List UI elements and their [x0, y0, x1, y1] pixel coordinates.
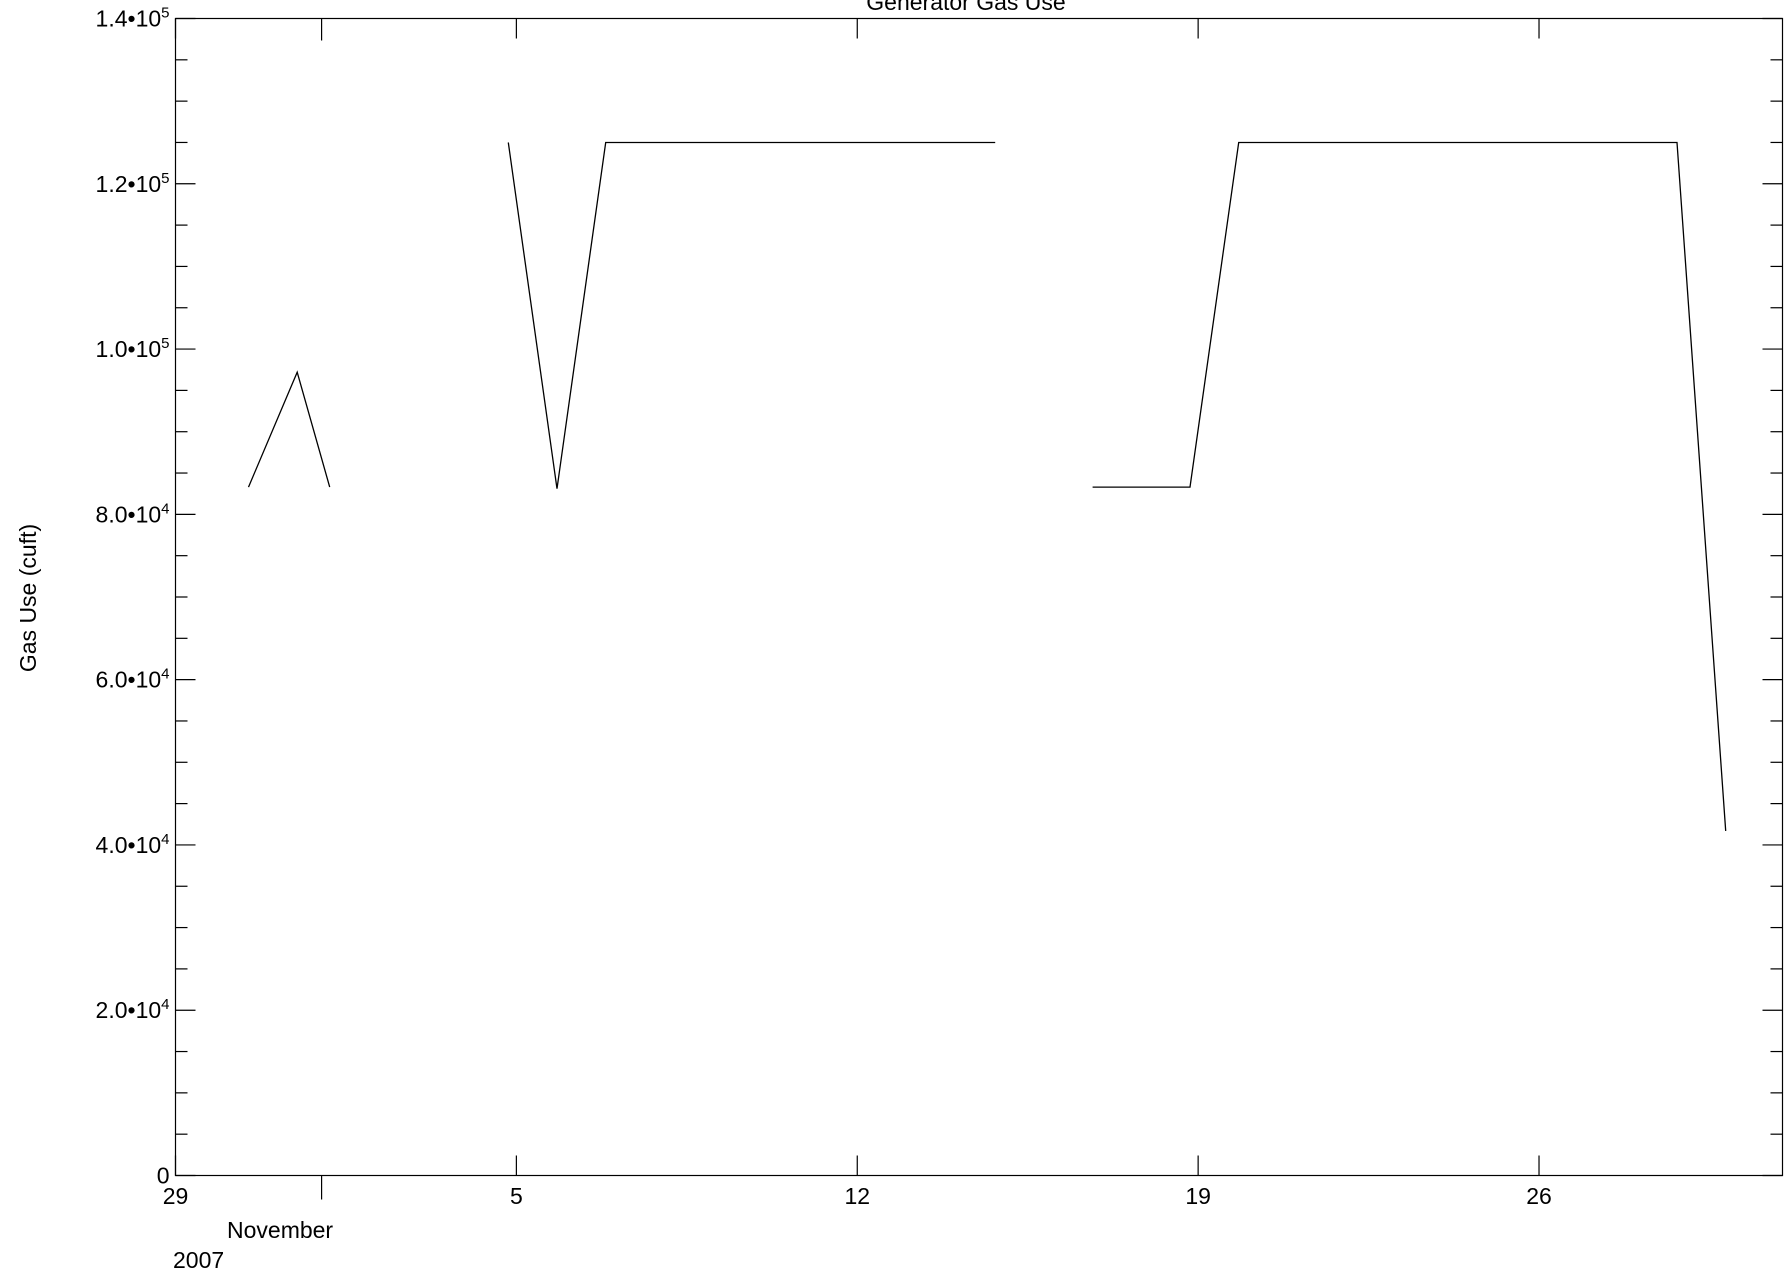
- y-tick-label: 4.0•104: [96, 831, 170, 858]
- y-tick-label: 1.2•105: [96, 170, 170, 197]
- x-tick-label: 29: [163, 1183, 189, 1209]
- axis-ticks: [174, 17, 1783, 1200]
- chart-title: Generator Gas Use: [866, 0, 1065, 15]
- x-tick-label: 19: [1185, 1183, 1211, 1209]
- series-line-segment: [507, 141, 996, 489]
- y-tick-labels: 0 2.0•104 4.0•104 6.0•104 8.0•104 1.0•105 1.2•…: [96, 5, 170, 1189]
- x-month-label: November: [227, 1217, 333, 1243]
- y-tick-label: 2.0•104: [96, 996, 170, 1023]
- x-tick-labels: 29 5 12 19 26: [163, 1183, 1552, 1209]
- y-tick-label: 6.0•104: [96, 666, 170, 693]
- y-tick-label: 1.0•105: [96, 335, 170, 362]
- x-year-label: 2007: [173, 1247, 224, 1273]
- gas-use-series: [247, 141, 1727, 831]
- y-tick-label: 8.0•104: [96, 500, 170, 527]
- plot-frame: [174, 17, 1784, 1177]
- y-tick-label: 0: [157, 1163, 170, 1189]
- series-line-segment: [1092, 141, 1727, 831]
- x-tick-label: 12: [844, 1183, 870, 1209]
- y-tick-label: 1.4•105: [96, 5, 170, 32]
- x-tick-label: 26: [1526, 1183, 1552, 1209]
- y-axis-label: Gas Use (cuft): [15, 524, 41, 672]
- x-tick-label: 5: [510, 1183, 523, 1209]
- series-line-segment: [247, 370, 331, 488]
